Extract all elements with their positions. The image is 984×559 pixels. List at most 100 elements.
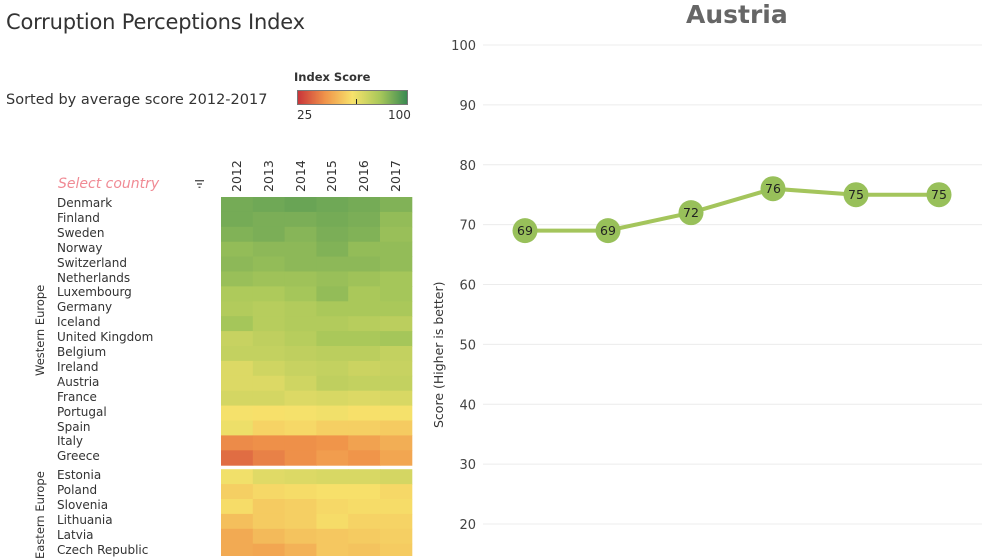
heatmap-cell[interactable] [348,197,381,213]
heatmap-cell[interactable] [380,405,413,421]
heatmap-cell[interactable] [316,256,349,272]
heatmap-cell[interactable] [284,346,317,362]
heatmap-cell[interactable] [348,331,381,347]
heatmap-cell[interactable] [284,499,317,515]
heatmap-cell[interactable] [221,226,254,243]
heatmap-cell[interactable] [284,513,317,530]
heatmap-cell[interactable] [284,271,317,287]
heatmap-cell[interactable] [252,499,286,515]
heatmap-cell[interactable] [348,346,381,362]
heatmap-cell[interactable] [221,435,254,451]
country-label[interactable]: France [57,389,97,404]
heatmap-cell[interactable] [348,226,381,243]
heatmap-cell[interactable] [221,256,254,272]
heatmap-cell[interactable] [252,271,286,287]
heatmap-cell[interactable] [316,450,349,466]
heatmap-cell[interactable] [221,513,254,530]
heatmap-cell[interactable] [348,375,381,392]
heatmap-cell[interactable] [284,543,317,556]
heatmap-cell[interactable] [221,346,254,362]
heatmap-cell[interactable] [380,301,413,317]
heatmap-cell[interactable] [221,331,254,347]
heatmap-cell[interactable] [316,360,349,377]
heatmap-cell[interactable] [221,528,254,545]
heatmap-cell[interactable] [221,375,254,392]
heatmap-cell[interactable] [380,197,413,213]
heatmap-cell[interactable] [316,331,349,347]
heatmap-cell[interactable] [284,241,317,258]
heatmap-cell[interactable] [252,331,286,347]
heatmap-cell[interactable] [380,316,413,332]
heatmap-cell[interactable] [221,420,254,436]
heatmap-cell[interactable] [221,197,254,213]
heatmap-cell[interactable] [316,543,349,556]
heatmap-cell[interactable] [252,513,286,530]
heatmap-cell[interactable] [380,375,413,392]
heatmap-cell[interactable] [348,450,381,466]
heatmap-cell[interactable] [284,301,317,317]
heatmap-cell[interactable] [252,528,286,545]
heatmap-cell[interactable] [221,499,254,515]
heatmap-cell[interactable] [252,484,286,500]
heatmap-cell[interactable] [348,543,381,556]
heatmap-cell[interactable] [316,420,349,436]
heatmap-cell[interactable] [316,375,349,392]
heatmap-cell[interactable] [284,484,317,500]
heatmap-cell[interactable] [252,226,286,243]
heatmap-cell[interactable] [221,360,254,377]
heatmap-cell[interactable] [380,528,413,545]
heatmap-cell[interactable] [316,435,349,451]
heatmap-cell[interactable] [380,286,413,302]
heatmap-cell[interactable] [221,301,254,317]
heatmap-cell[interactable] [348,301,381,317]
country-label[interactable]: Ireland [57,359,99,374]
country-label[interactable]: Latvia [57,527,94,542]
heatmap-cell[interactable] [252,450,286,466]
heatmap-cell[interactable] [221,450,254,466]
heatmap-cell[interactable] [348,420,381,436]
heatmap-cell[interactable] [252,286,286,302]
heatmap-cell[interactable] [348,484,381,500]
country-label[interactable]: Slovenia [57,498,109,512]
heatmap-cell[interactable] [252,543,286,556]
heatmap-cell[interactable] [348,286,381,302]
heatmap-cell[interactable] [284,528,317,545]
heatmap-cell[interactable] [348,469,381,485]
heatmap-cell[interactable] [316,286,349,302]
country-label[interactable]: Spain [57,419,91,434]
heatmap-cell[interactable] [380,499,413,515]
heatmap-cell[interactable] [284,286,317,302]
heatmap-cell[interactable] [316,301,349,317]
heatmap-cell[interactable] [252,346,286,362]
heatmap-cell[interactable] [348,316,381,332]
country-label[interactable]: Estonia [57,468,102,483]
heatmap-cell[interactable] [252,420,286,436]
heatmap-cell[interactable] [221,390,254,407]
heatmap-cell[interactable] [252,375,286,392]
heatmap-cell[interactable] [252,197,286,213]
heatmap-cell[interactable] [284,331,317,347]
heatmap-cell[interactable] [284,469,317,485]
heatmap-cell[interactable] [284,316,317,332]
heatmap-cell[interactable] [348,405,381,421]
heatmap-cell[interactable] [316,226,349,243]
heatmap-cell[interactable] [348,256,381,272]
heatmap-cell[interactable] [284,435,317,451]
heatmap-cell[interactable] [221,405,254,421]
heatmap-cell[interactable] [316,469,349,485]
country-label[interactable]: Sweden [57,225,105,240]
heatmap-cell[interactable] [221,286,254,302]
heatmap-cell[interactable] [316,271,349,287]
heatmap-cell[interactable] [380,435,413,451]
country-label[interactable]: Finland [57,210,100,225]
select-country-filter[interactable]: Select country [58,176,160,192]
heatmap-cell[interactable] [316,484,349,500]
country-label[interactable]: Austria [57,374,100,389]
heatmap-cell[interactable] [380,241,413,258]
heatmap-cell[interactable] [380,331,413,347]
heatmap-cell[interactable] [380,543,413,556]
country-label[interactable]: Germany [57,300,113,315]
heatmap-cell[interactable] [284,405,317,421]
country-label[interactable]: Italy [57,434,84,449]
heatmap-cell[interactable] [284,226,317,243]
